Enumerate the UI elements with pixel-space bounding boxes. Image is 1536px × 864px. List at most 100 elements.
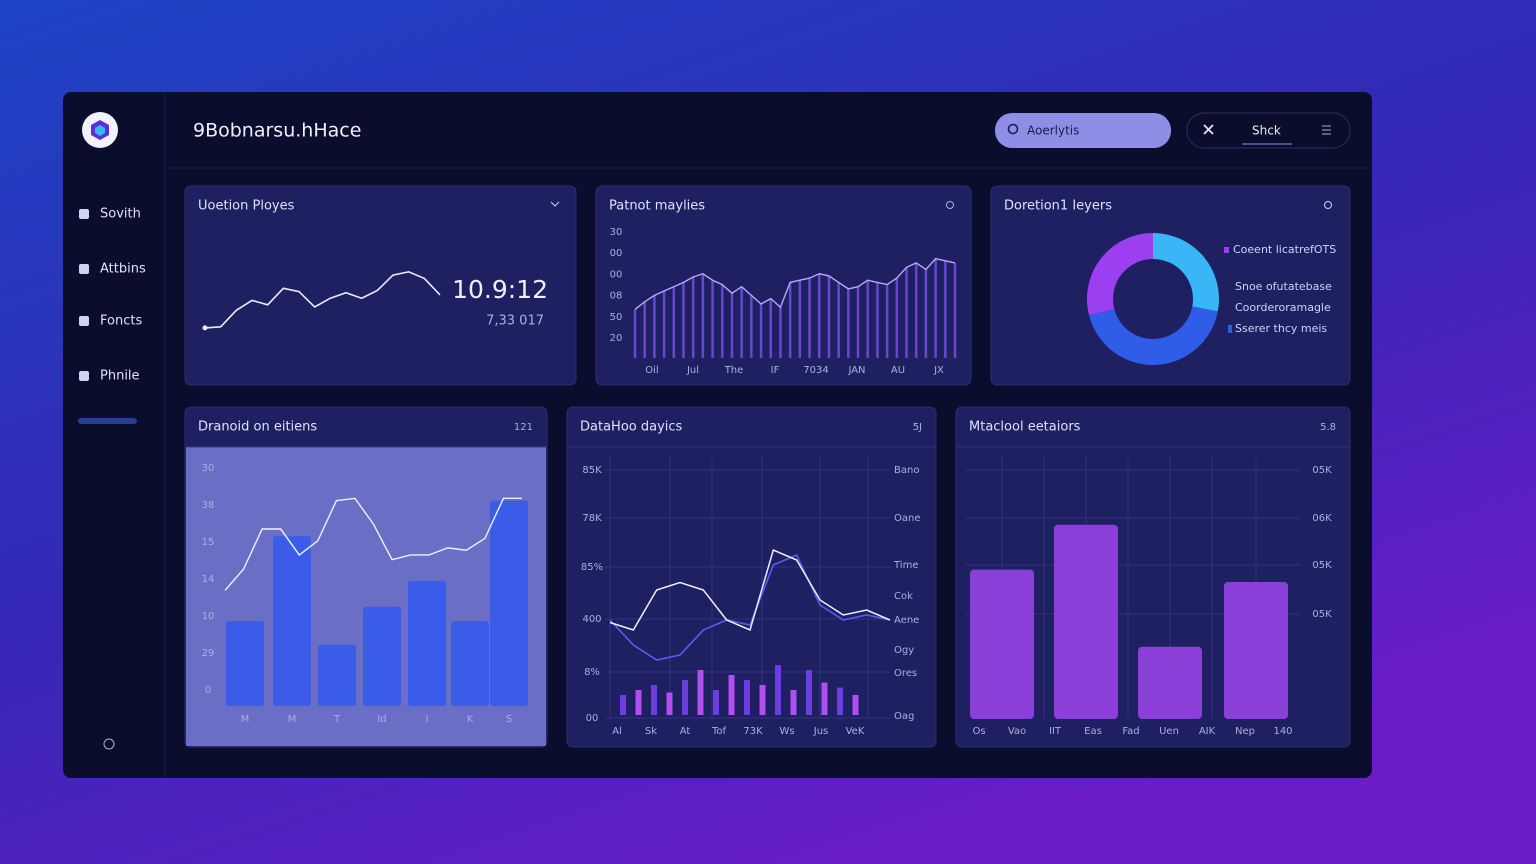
x-axis-label: T — [333, 714, 341, 725]
nav-icon — [79, 371, 89, 381]
card — [184, 185, 577, 386]
bar — [490, 500, 528, 706]
x-axis-label: VeK — [846, 726, 865, 737]
x-axis-label: At — [680, 726, 691, 737]
legend-item: Sserer thcy meis — [1235, 322, 1327, 335]
y2-axis-label: Cok — [894, 591, 913, 602]
bar — [651, 685, 657, 715]
x-axis-label: IIT — [1049, 726, 1062, 737]
y-axis-label: 10 — [202, 611, 215, 622]
search-box[interactable] — [995, 113, 1171, 148]
dropdown-icon[interactable] — [550, 201, 560, 207]
x-axis-label: S — [506, 714, 512, 725]
y-axis-label: 85% — [581, 562, 603, 573]
x-axis-label: The — [724, 365, 744, 376]
y-axis-label: 05K — [1312, 609, 1332, 620]
y-axis-label: 38 — [202, 500, 215, 511]
x-axis-label: Fad — [1122, 726, 1139, 737]
bar — [318, 644, 356, 706]
x-axis-label: Tof — [711, 726, 727, 737]
y-axis-label: 06K — [1312, 513, 1332, 524]
card-title: Uoetion Ployes — [198, 199, 295, 214]
bar — [806, 670, 812, 715]
line-series — [224, 497, 522, 591]
x-axis-label: Oil — [645, 365, 658, 376]
bar — [363, 606, 401, 706]
y2-axis-label: Ogy — [894, 645, 914, 656]
y-axis-label: 00 — [610, 269, 623, 280]
bar — [1138, 646, 1202, 719]
app-title: 9Bobnarsu.hHace — [193, 120, 361, 142]
kpi-value: 10.9:12 — [452, 275, 548, 304]
bar — [635, 690, 642, 715]
bar — [790, 690, 797, 715]
x-axis-label: Jus — [813, 726, 829, 737]
settings-icon[interactable] — [103, 738, 115, 750]
bar — [852, 695, 859, 715]
line-series — [609, 548, 891, 632]
y-axis-label: 05K — [1312, 465, 1332, 476]
kpi-subvalue: 7,33 017 — [486, 314, 544, 329]
search-icon — [1007, 123, 1019, 135]
logo-mark — [95, 125, 105, 136]
line-series — [609, 553, 891, 661]
y-axis-label: 400 — [582, 614, 601, 625]
nav-item[interactable]: Attbins — [100, 262, 146, 277]
x-axis-label: Ws — [779, 726, 794, 737]
x-axis-label: Os — [972, 726, 985, 737]
legend-swatch — [1228, 325, 1232, 333]
line-series — [634, 257, 956, 310]
bar — [620, 695, 626, 715]
legend-item: Snoe ofutatebase — [1235, 280, 1332, 293]
y-axis-label: 20 — [610, 333, 623, 344]
x-axis-label: JX — [933, 365, 944, 376]
card-badge: 5.8 — [1320, 422, 1336, 433]
card-title: Doretion1 Ieyers — [1004, 199, 1112, 214]
y-axis-label: 0 — [205, 685, 211, 696]
card — [566, 406, 937, 748]
x-axis-label: M — [241, 714, 250, 725]
bar — [226, 621, 264, 706]
settings-icon[interactable] — [1322, 125, 1331, 135]
nav-icon — [79, 264, 89, 274]
card-title: Patnot maylies — [609, 199, 705, 214]
legend-swatch — [1224, 247, 1229, 253]
legend-item: Coorderoramagle — [1235, 301, 1331, 314]
toolbar — [1186, 112, 1351, 149]
x-axis-label: JAN — [847, 365, 865, 376]
x-axis-label: Jul — [686, 365, 699, 376]
donut-segment — [1087, 233, 1153, 316]
line-point — [202, 325, 208, 331]
bar — [273, 536, 311, 706]
x-axis-label: M — [288, 714, 297, 725]
x-axis-label: I — [426, 714, 429, 725]
bar — [837, 687, 843, 715]
card-title: Dranoid on eitiens — [198, 420, 317, 435]
y2-axis-label: Oane — [894, 513, 921, 524]
donut-segment — [1089, 306, 1218, 366]
search-icon[interactable] — [946, 201, 954, 209]
card — [990, 185, 1351, 386]
bar — [821, 682, 828, 715]
nav-item[interactable]: Sovith — [100, 207, 141, 222]
y-axis-label: 05K — [1312, 560, 1332, 571]
card-title: DataHoo dayics — [580, 420, 683, 435]
bar — [451, 621, 489, 706]
x-axis-label: 73K — [743, 726, 763, 737]
y-axis-label: 14 — [202, 574, 215, 585]
bar — [970, 569, 1034, 719]
x-axis-label: IF — [771, 365, 780, 376]
toolbar-button[interactable]: Shck — [1252, 124, 1281, 138]
nav-item[interactable]: Phnile — [100, 369, 140, 384]
bar — [744, 680, 750, 715]
y2-axis-label: Time — [893, 560, 918, 571]
y-axis-label: 50 — [610, 312, 623, 323]
nav-item[interactable]: Foncts — [100, 314, 142, 329]
close-icon[interactable] — [1203, 124, 1214, 135]
search-icon[interactable] — [1324, 201, 1332, 209]
bar — [728, 675, 735, 715]
y-axis-label: 30 — [610, 227, 623, 238]
x-axis-label: Al — [612, 726, 622, 737]
y-axis-label: 29 — [202, 648, 215, 659]
